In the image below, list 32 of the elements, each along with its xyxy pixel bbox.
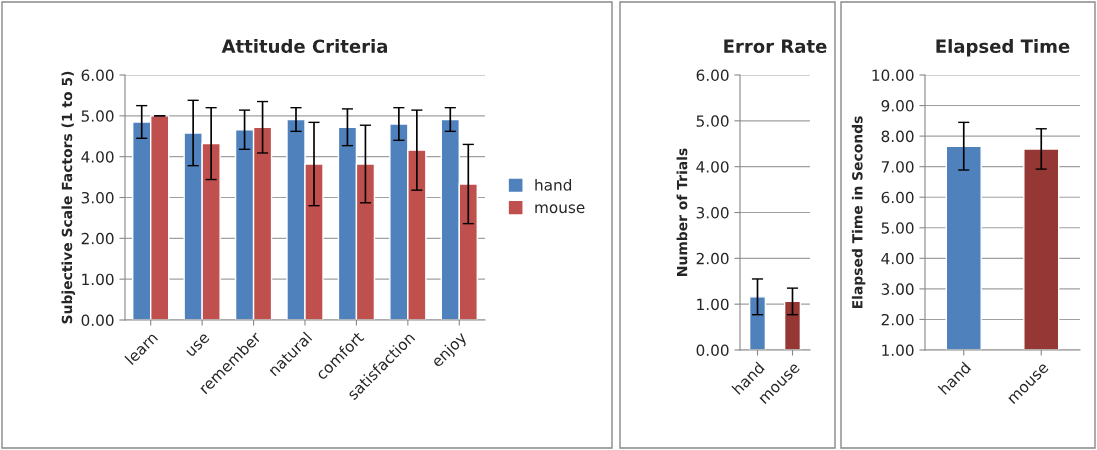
chart-title: Attitude Criteria	[221, 39, 388, 54]
y-tick-label: 1.00	[882, 344, 914, 357]
chart-title: Elapsed Time	[936, 39, 1070, 57]
y-axis-title: Number of Trials	[676, 148, 688, 276]
y-tick-label: 1.00	[82, 273, 114, 286]
y-tick-label: 2.00	[881, 313, 914, 326]
y-tick-label: 3.00	[696, 206, 729, 219]
y-tick-label: 2.00	[696, 252, 729, 265]
y-tick-label: 5.00	[881, 222, 914, 234]
y-tick-label: 3.00	[81, 191, 114, 204]
y-tick-label: 5.00	[696, 115, 729, 127]
y-axis-title: Subjective Scale Factors (1 to 5)	[61, 71, 76, 324]
legend-label: mouse	[535, 204, 585, 214]
chart-title: Error Rate	[724, 39, 827, 54]
legend-label: hand	[535, 178, 572, 191]
y-tick-label: 4.00	[696, 161, 729, 173]
y-tick-label: 6.00	[81, 69, 114, 82]
y-axis-title: Elapsed Time in Seconds	[851, 116, 866, 309]
y-tick-label: 0.00	[696, 344, 729, 357]
y-tick-label: 9.00	[881, 100, 914, 112]
y-tick-label: 6.00	[696, 69, 729, 82]
y-tick-label: 3.00	[881, 283, 914, 295]
y-tick-label: 7.00	[881, 161, 914, 173]
y-tick-label: 6.00	[881, 191, 914, 204]
y-tick-label: 10.00	[872, 69, 914, 82]
y-tick-label: 2.00	[81, 232, 114, 245]
y-tick-label: 8.00	[881, 130, 914, 143]
y-tick-label: 0.00	[81, 314, 114, 327]
y-tick-label: 4.00	[81, 151, 114, 163]
y-tick-label: 5.00	[81, 110, 114, 122]
y-tick-label: 4.00	[881, 252, 914, 265]
y-tick-label: 1.00	[697, 298, 729, 311]
